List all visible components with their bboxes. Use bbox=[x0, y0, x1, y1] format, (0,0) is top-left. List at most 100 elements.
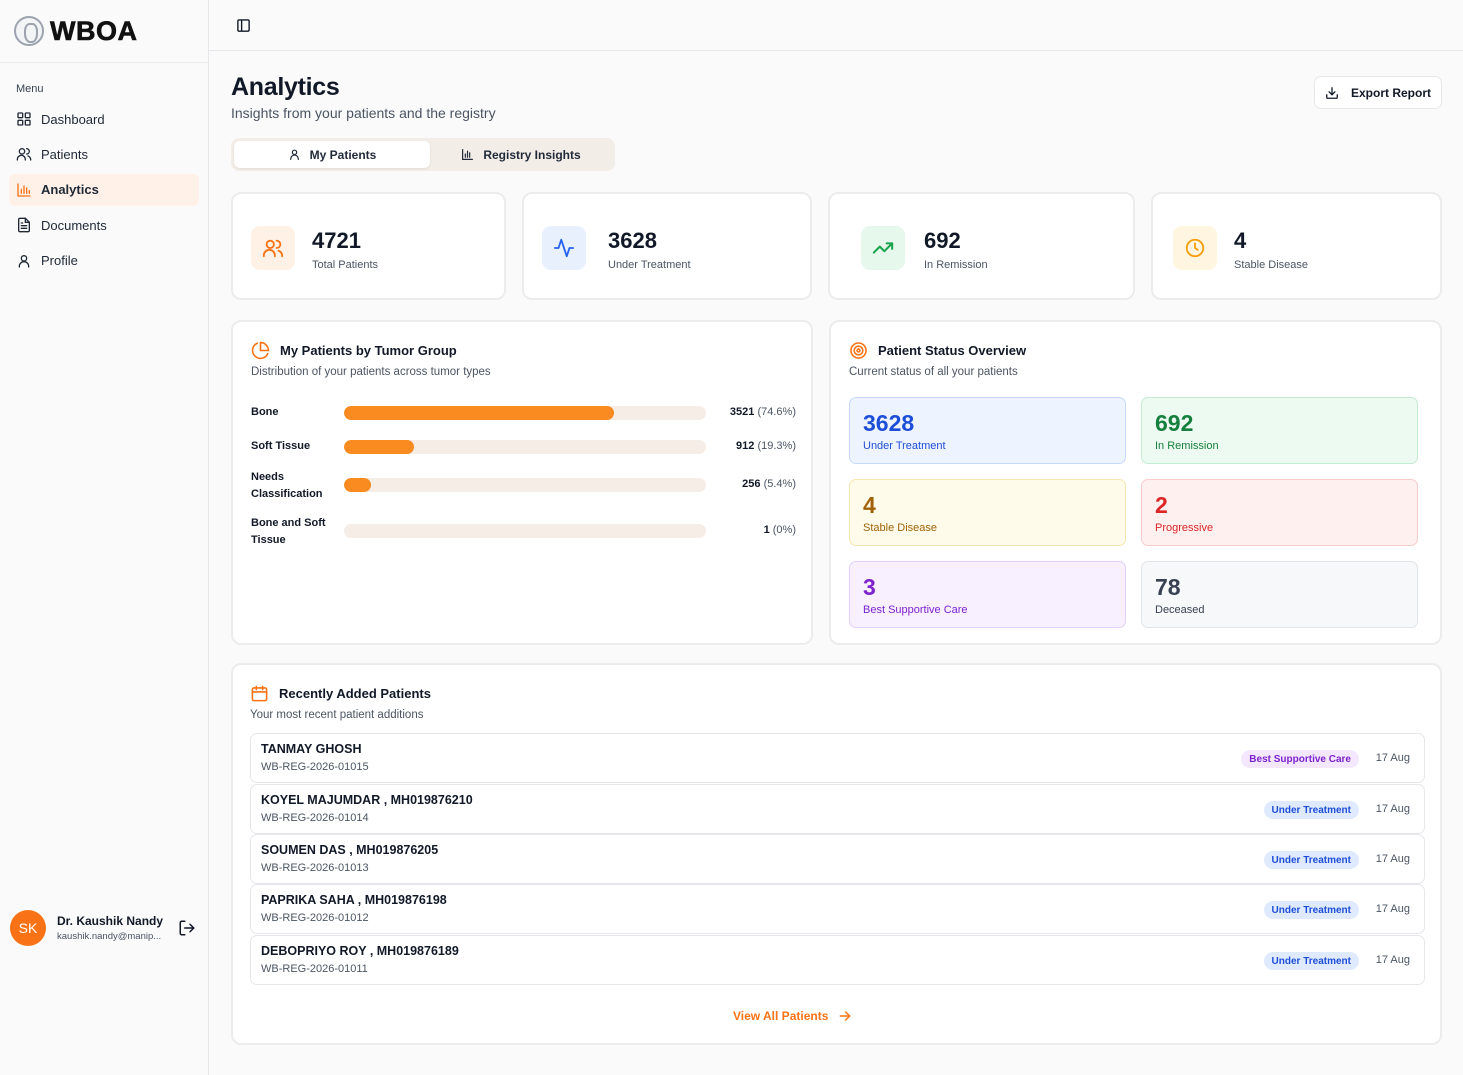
stat-card-under-treatment: 3628 Under Treatment bbox=[522, 192, 812, 300]
sidebar-item-profile[interactable]: Profile bbox=[9, 245, 199, 277]
bar-count-value: 1 bbox=[763, 524, 770, 536]
calendar-icon bbox=[251, 685, 268, 702]
status-overview-title: Patient Status Overview bbox=[878, 343, 1027, 358]
bar-count-pct: (5.4%) bbox=[763, 478, 796, 490]
stat-value: 4721 bbox=[312, 228, 361, 253]
bar-count-pct: (19.3%) bbox=[757, 440, 796, 452]
status-box[interactable]: 3628 Under Treatment bbox=[849, 397, 1126, 464]
patient-reg-id: WB-REG-2026-01014 bbox=[261, 812, 369, 824]
patient-row[interactable]: DEBOPRIYO ROY , MH019876189 WB-REG-2026-… bbox=[250, 935, 1425, 985]
tab-my-patients[interactable]: My Patients bbox=[234, 141, 430, 168]
status-value: 3628 bbox=[863, 410, 915, 436]
stat-label: Total Patients bbox=[312, 259, 379, 271]
status-box[interactable]: 3 Best Supportive Care bbox=[849, 561, 1126, 628]
trending-up-icon bbox=[861, 226, 905, 270]
view-all-label: View All Patients bbox=[733, 1009, 829, 1023]
status-value: 3 bbox=[863, 574, 876, 600]
user-icon bbox=[18, 254, 30, 268]
user-email: kaushik.nandy@manip... bbox=[57, 931, 162, 942]
export-report-label: Export Report bbox=[1350, 85, 1431, 100]
tumor-bar-row: Needs Classification 256 (5.4%) bbox=[251, 469, 796, 505]
bar-track bbox=[344, 524, 706, 538]
tab-registry-insights[interactable]: Registry Insights bbox=[431, 141, 611, 168]
users-icon bbox=[16, 148, 32, 162]
patient-row[interactable]: PAPRIKA SAHA , MH019876198 WB-REG-2026-0… bbox=[250, 884, 1425, 934]
status-label: Progressive bbox=[1155, 522, 1214, 534]
patient-date: 17 Aug bbox=[1375, 853, 1410, 865]
stat-label: Under Treatment bbox=[608, 259, 691, 271]
patient-reg-id: WB-REG-2026-01012 bbox=[261, 912, 369, 924]
status-box[interactable]: 4 Stable Disease bbox=[849, 479, 1126, 546]
stat-value: 3628 bbox=[608, 228, 657, 253]
tumor-group-header: My Patients by Tumor Group bbox=[251, 341, 457, 360]
status-box[interactable]: 2 Progressive bbox=[1141, 479, 1418, 546]
sidebar-item-documents[interactable]: Documents bbox=[9, 209, 199, 241]
arrow-right-icon bbox=[839, 1011, 851, 1021]
user-profile: SK Dr. Kaushik Nandy kaushik.nandy@manip… bbox=[10, 910, 200, 946]
recent-patients-title: Recently Added Patients bbox=[279, 686, 431, 701]
sidebar-toggle-icon[interactable] bbox=[236, 18, 251, 33]
sidebar-item-label: Patients bbox=[41, 146, 88, 162]
bar-label: Bone bbox=[251, 406, 279, 418]
logo-text: WBOA bbox=[50, 15, 138, 46]
bar-track bbox=[344, 478, 706, 492]
sidebar-item-analytics[interactable]: Analytics bbox=[9, 173, 199, 206]
sidebar-item-dashboard[interactable]: Dashboard bbox=[9, 103, 199, 135]
bar-count: 912 (19.3%) bbox=[706, 440, 796, 452]
download-icon bbox=[1326, 86, 1338, 99]
sidebar-item-patients[interactable]: Patients bbox=[9, 138, 199, 170]
export-report-button[interactable]: Export Report bbox=[1314, 76, 1442, 109]
status-overview-subtitle: Current status of all your patients bbox=[849, 366, 1018, 378]
logout-icon[interactable] bbox=[178, 919, 196, 937]
sidebar-item-label: Dashboard bbox=[41, 111, 105, 127]
status-box[interactable]: 78 Deceased bbox=[1141, 561, 1418, 628]
status-value: 4 bbox=[863, 492, 876, 518]
view-all-patients-link[interactable]: View All Patients bbox=[733, 1008, 853, 1024]
clock-icon bbox=[1173, 226, 1217, 270]
sidebar-item-label: Profile bbox=[41, 253, 78, 269]
tab-bar: My Patients Registry Insights bbox=[231, 138, 615, 171]
avatar[interactable]: SK bbox=[10, 910, 46, 946]
patient-name: KOYEL MAJUMDAR , MH019876210 bbox=[261, 793, 473, 807]
bar-track bbox=[344, 406, 706, 420]
status-badge: Under Treatment bbox=[1263, 901, 1359, 919]
pie-chart-icon bbox=[251, 341, 270, 360]
patient-name: SOUMEN DAS , MH019876205 bbox=[261, 843, 439, 857]
status-box[interactable]: 692 In Remission bbox=[1141, 397, 1418, 464]
patient-date: 17 Aug bbox=[1375, 954, 1410, 966]
bar-chart-icon bbox=[17, 183, 31, 197]
status-value: 692 bbox=[1155, 410, 1194, 436]
tumor-group-card: My Patients by Tumor Group Distribution … bbox=[231, 320, 813, 645]
logo[interactable]: WBOA bbox=[0, 0, 208, 63]
patient-reg-id: WB-REG-2026-01015 bbox=[261, 761, 369, 773]
bar-count-value: 3521 bbox=[729, 406, 755, 418]
patient-reg-id: WB-REG-2026-01013 bbox=[261, 862, 369, 874]
tab-label: Registry Insights bbox=[483, 147, 581, 162]
patient-row[interactable]: TANMAY GHOSH WB-REG-2026-01015 Best Supp… bbox=[250, 733, 1425, 783]
tumor-bar-row: Bone 3521 (74.6%) bbox=[251, 404, 796, 424]
patient-date: 17 Aug bbox=[1375, 803, 1410, 815]
patient-row[interactable]: KOYEL MAJUMDAR , MH019876210 WB-REG-2026… bbox=[250, 784, 1425, 834]
patient-name: DEBOPRIYO ROY , MH019876189 bbox=[261, 944, 459, 958]
stat-card-total-patients: 4721 Total Patients bbox=[231, 192, 506, 300]
status-overview-card: Patient Status Overview Current status o… bbox=[829, 320, 1442, 645]
tumor-group-title: My Patients by Tumor Group bbox=[280, 343, 457, 358]
patient-date: 17 Aug bbox=[1375, 903, 1410, 915]
page-subtitle: Insights from your patients and the regi… bbox=[231, 105, 496, 121]
logo-emblem-icon bbox=[14, 16, 44, 46]
status-badge: Under Treatment bbox=[1263, 851, 1359, 869]
bar-count: 1 (0%) bbox=[706, 524, 796, 536]
users-icon bbox=[251, 226, 295, 270]
status-overview-header: Patient Status Overview bbox=[849, 341, 1026, 360]
tab-label: My Patients bbox=[309, 147, 377, 162]
target-icon bbox=[850, 342, 867, 359]
page-title: Analytics bbox=[231, 73, 340, 101]
recent-patients-subtitle: Your most recent patient additions bbox=[250, 709, 424, 721]
topbar bbox=[209, 0, 1463, 51]
bar-label: Bone and Soft Tissue bbox=[251, 517, 326, 546]
patient-row[interactable]: SOUMEN DAS , MH019876205 WB-REG-2026-010… bbox=[250, 834, 1425, 884]
stat-value: 4 bbox=[1234, 228, 1247, 253]
recent-patients-card: Recently Added Patients Your most recent… bbox=[231, 663, 1442, 1045]
patient-name: TANMAY GHOSH bbox=[261, 742, 362, 756]
bar-chart-icon bbox=[462, 149, 474, 160]
